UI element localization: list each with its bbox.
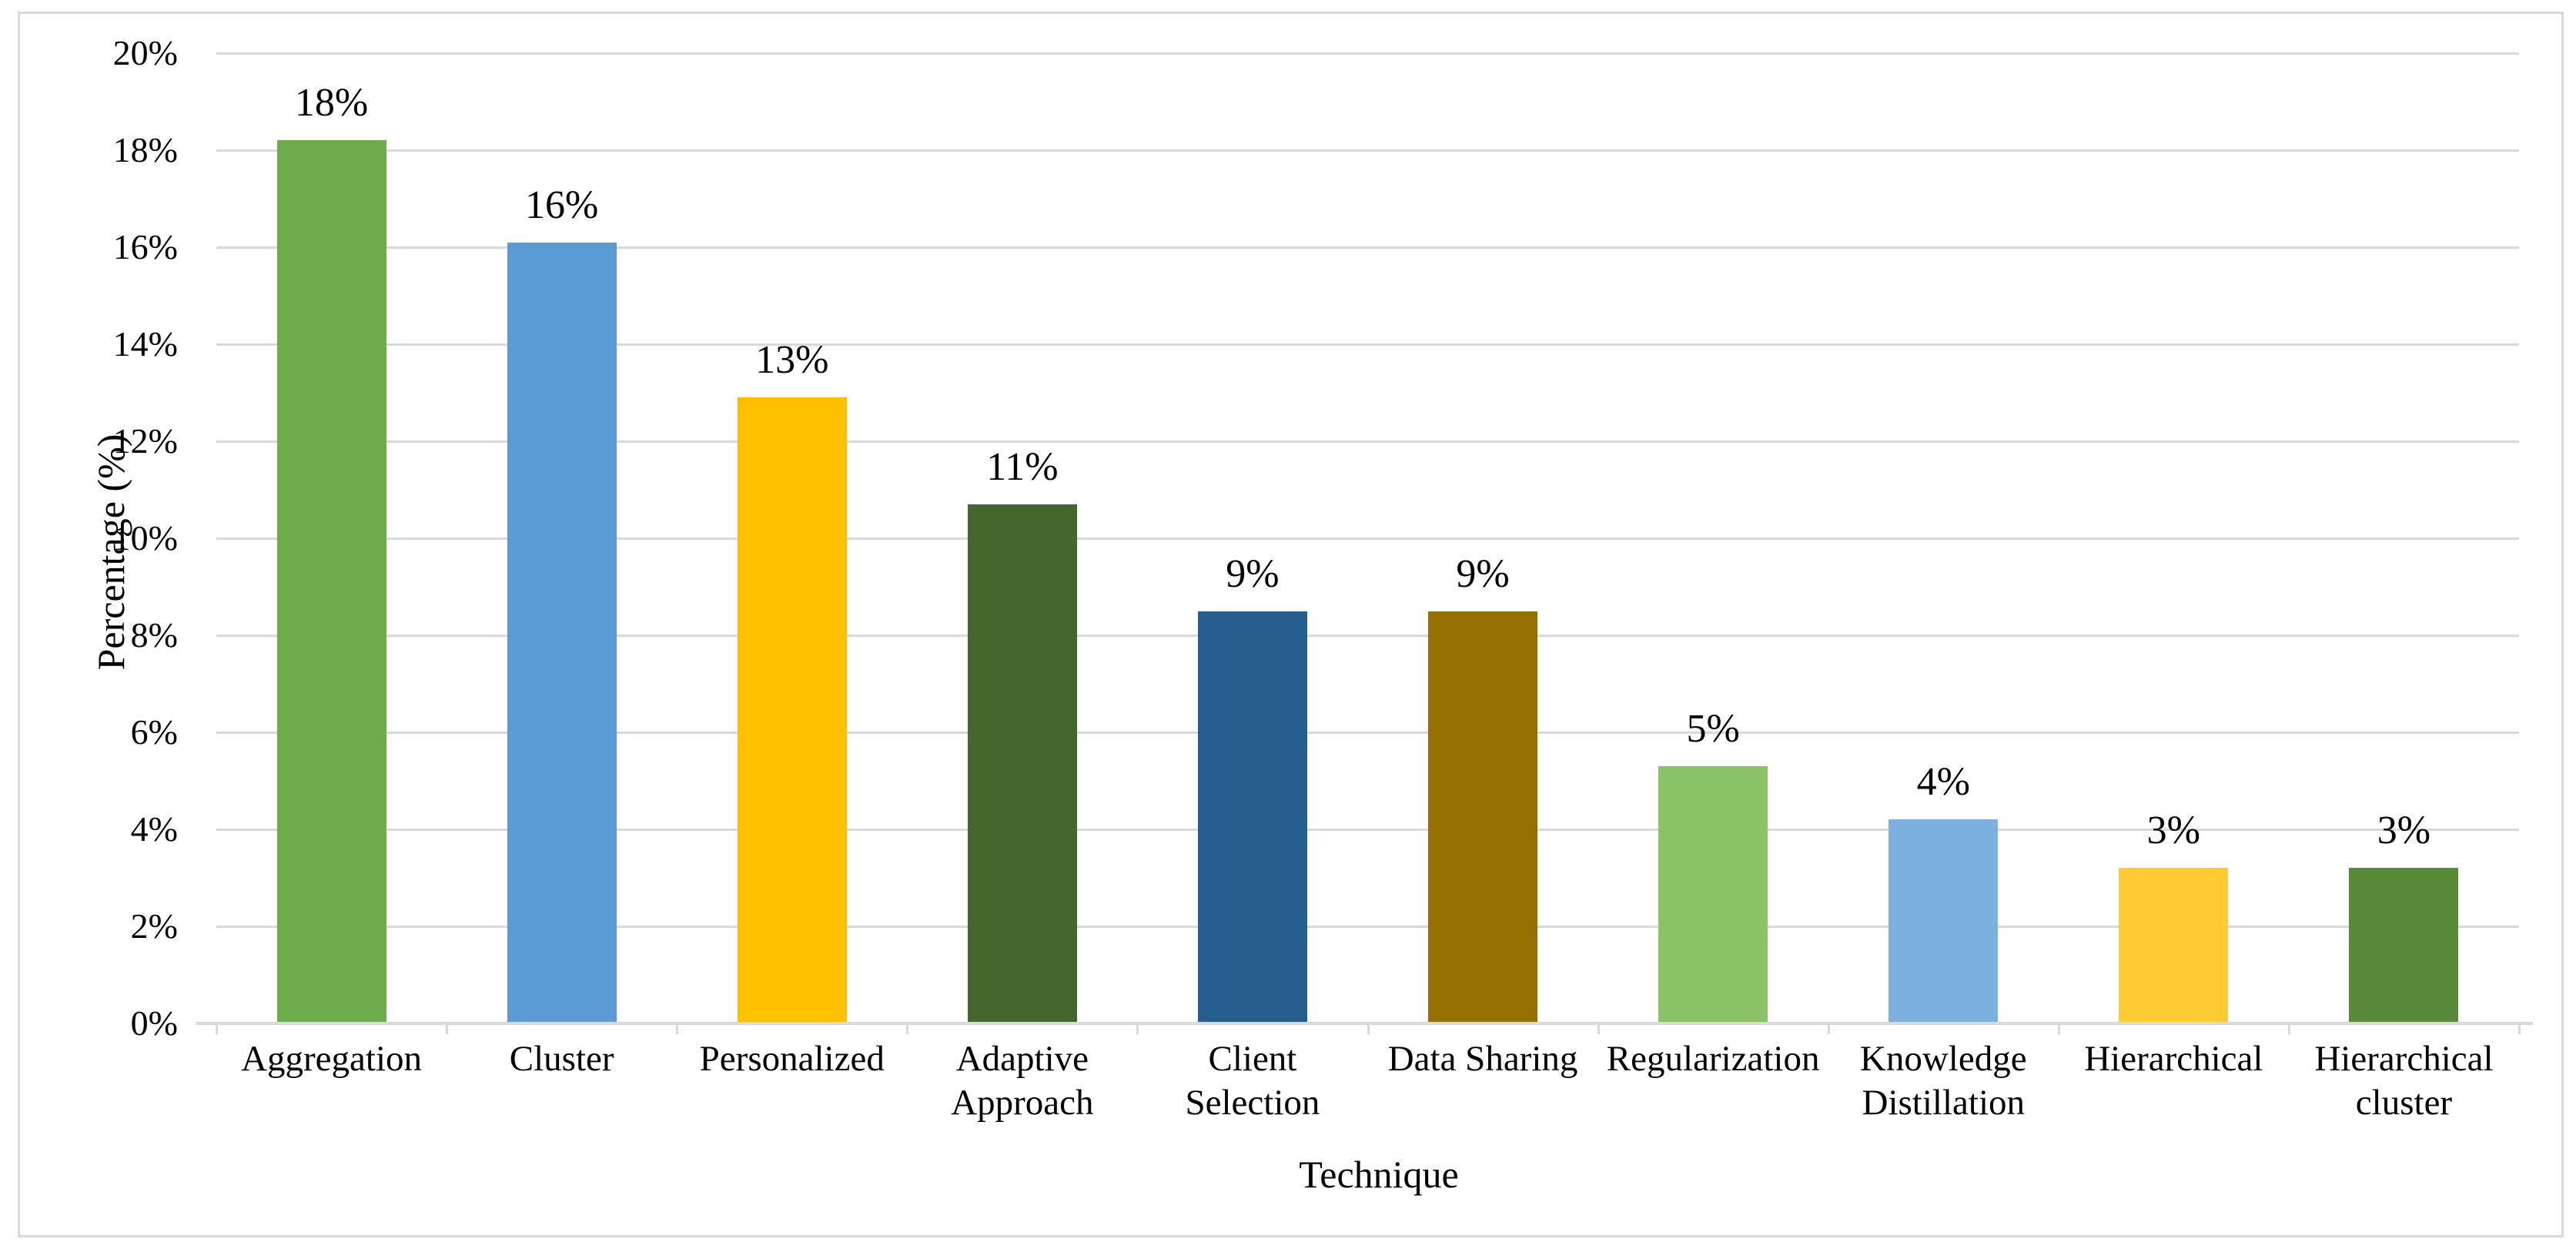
bar-9 xyxy=(2119,868,2229,1023)
x-category-label: Regularization xyxy=(1606,1039,1820,1079)
bar-value-label: 16% xyxy=(524,182,599,227)
y-tick-label: 12% xyxy=(112,421,178,460)
bar-value-label: 3% xyxy=(2377,809,2431,853)
x-axis-tick xyxy=(2057,1023,2060,1034)
chart-figure: 0% 2% 4% 6% 8% 10% 12% 14% 16% 18% 20% 18% 16% 13% 11%… xyxy=(18,12,2564,1237)
x-category-label: Aggregation xyxy=(241,1039,423,1079)
x-category-label: Adaptive Approach xyxy=(951,1039,1094,1123)
x-category-label: Personalized xyxy=(699,1039,885,1079)
gridline xyxy=(216,926,2519,928)
y-tick-label: 16% xyxy=(112,227,178,266)
y-axis-title: Percentage (%) xyxy=(89,434,132,671)
x-category-label: Client Selection xyxy=(1185,1039,1320,1123)
gridline xyxy=(216,537,2519,540)
gridline xyxy=(216,635,2519,637)
y-tick-label: 18% xyxy=(112,130,178,169)
gridline xyxy=(216,52,2519,55)
gridline xyxy=(216,732,2519,734)
x-axis-tick xyxy=(1136,1023,1139,1034)
x-axis-title: Technique xyxy=(1299,1153,1459,1196)
x-axis-tick xyxy=(446,1023,449,1034)
y-tick-label: 10% xyxy=(112,518,178,558)
gridline xyxy=(216,246,2519,249)
bar-10 xyxy=(2349,868,2459,1023)
x-axis-tick xyxy=(216,1023,218,1034)
x-axis-tick xyxy=(1367,1023,1370,1034)
x-axis-tick xyxy=(2287,1023,2290,1034)
y-tick-label: 8% xyxy=(130,615,178,655)
x-category-label: Hierarchical cluster xyxy=(2314,1039,2494,1123)
bar-2 xyxy=(507,242,617,1023)
y-tick-label: 20% xyxy=(112,33,178,72)
bar-value-label: 9% xyxy=(1226,551,1280,596)
plot-area: 0% 2% 4% 6% 8% 10% 12% 14% 16% 18% 20% 18% 16% 13% 11%… xyxy=(20,14,2561,1235)
bar-value-label: 9% xyxy=(1456,551,1510,596)
x-category-label: Cluster xyxy=(509,1039,614,1079)
bar-value-label: 3% xyxy=(2146,809,2200,853)
gridline xyxy=(216,829,2519,831)
bar-5 xyxy=(1197,611,1307,1023)
bar-6 xyxy=(1428,611,1538,1023)
y-tick-label: 0% xyxy=(130,1003,178,1043)
y-tick-label: 2% xyxy=(130,906,178,946)
bar-3 xyxy=(737,397,847,1023)
x-category-label: Hierarchical xyxy=(2084,1039,2263,1079)
x-category-label: Knowledge Distillation xyxy=(1859,1039,2027,1123)
bar-value-label: 13% xyxy=(755,338,829,383)
y-tick-label: 14% xyxy=(112,324,178,363)
x-axis-tick xyxy=(1827,1023,1830,1034)
x-axis-tick xyxy=(676,1023,679,1034)
x-category-label: Data Sharing xyxy=(1387,1039,1578,1079)
bar-value-label: 11% xyxy=(986,444,1059,489)
gridline xyxy=(216,440,2519,443)
gridline xyxy=(216,343,2519,346)
x-axis-tick xyxy=(1597,1023,1600,1034)
x-axis-tick xyxy=(2518,1023,2521,1034)
y-tick-label: 4% xyxy=(130,809,178,849)
bar-8 xyxy=(1889,819,1999,1023)
bar-7 xyxy=(1658,766,1768,1023)
bar-value-label: 5% xyxy=(1686,707,1740,752)
gridline xyxy=(216,149,2519,152)
bar-4 xyxy=(967,504,1077,1023)
bar-value-label: 4% xyxy=(1916,760,1970,805)
bar-1 xyxy=(276,140,386,1023)
y-tick-label: 6% xyxy=(130,712,178,752)
x-axis-tick xyxy=(906,1023,909,1034)
bar-value-label: 18% xyxy=(294,81,369,126)
x-axis-line xyxy=(196,1022,2533,1025)
